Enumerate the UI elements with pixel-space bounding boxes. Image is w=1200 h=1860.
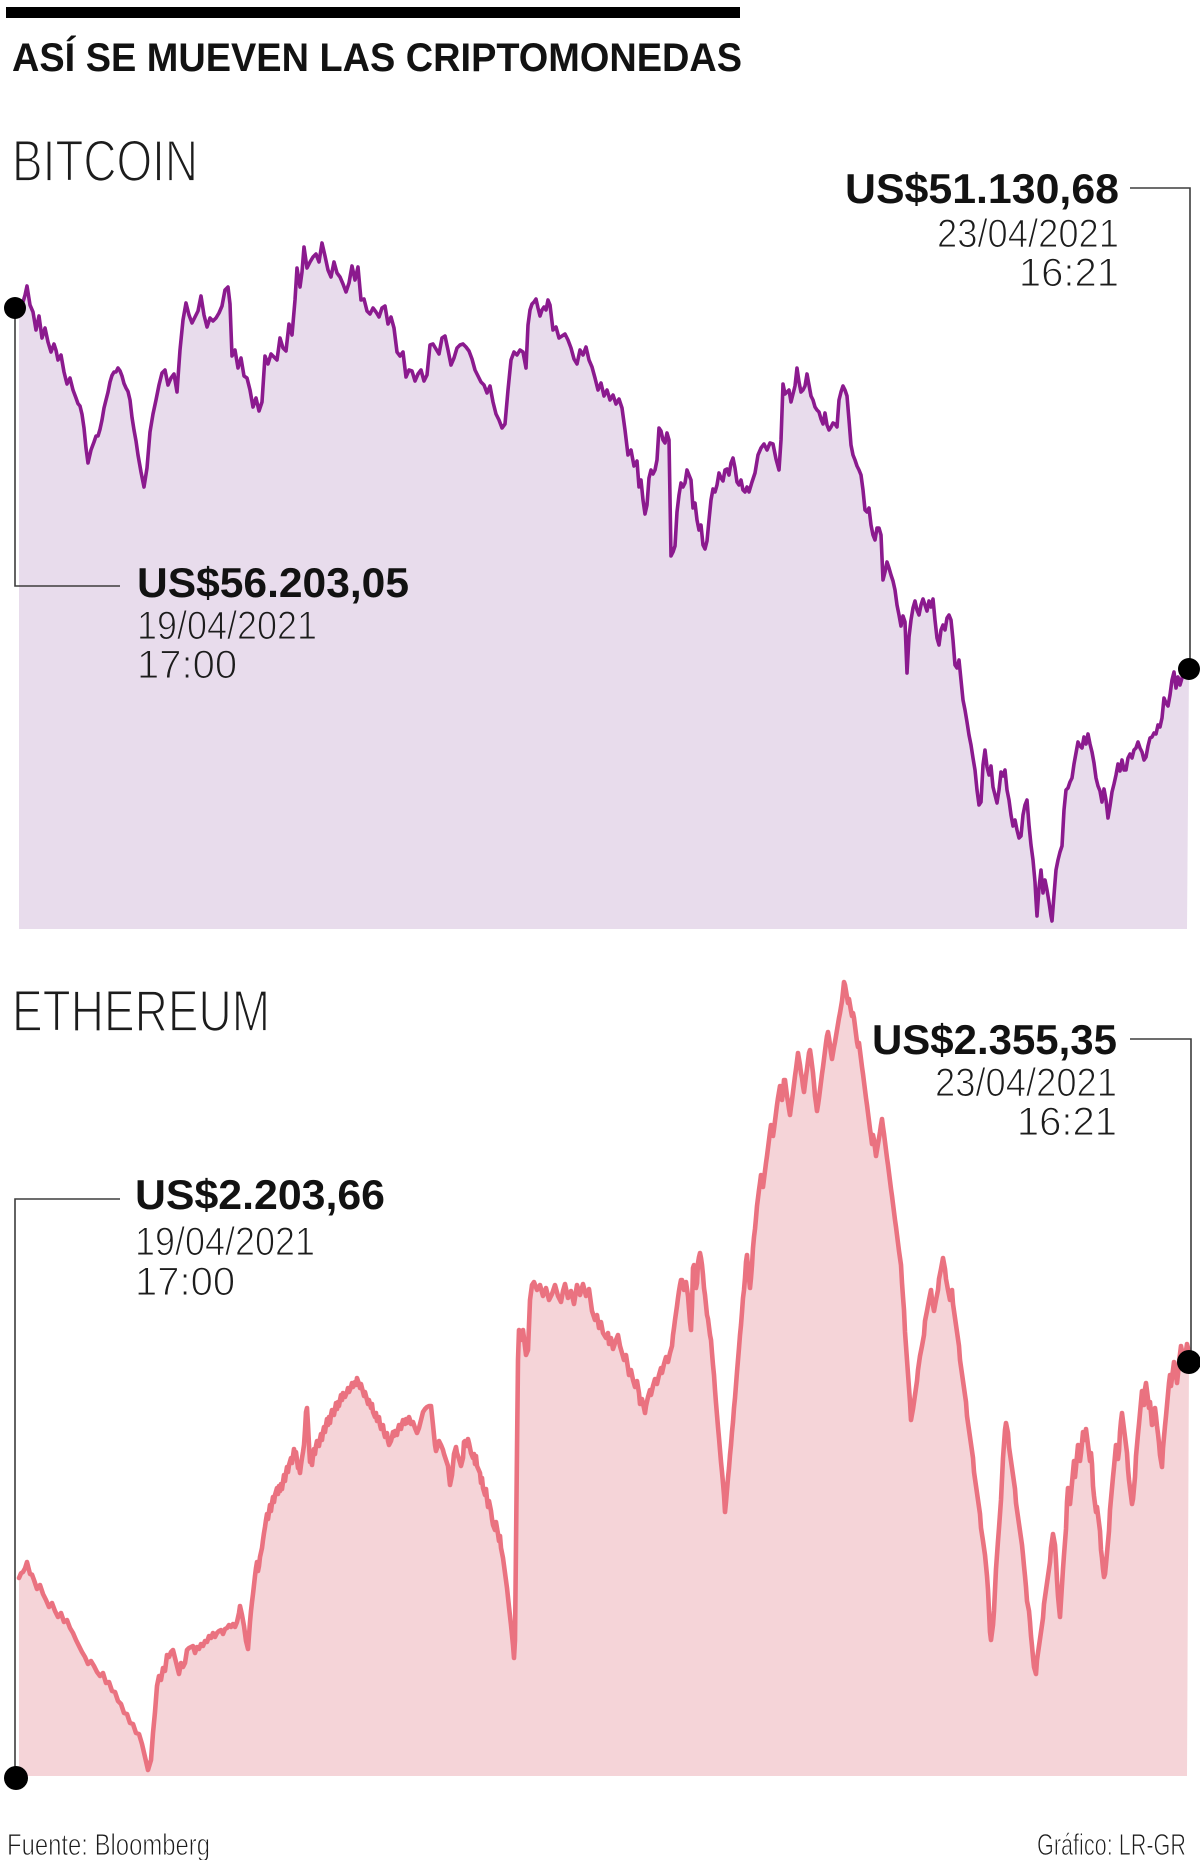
svg-text:ASÍ SE MUEVEN LAS CRIPTOMONEDA: ASÍ SE MUEVEN LAS CRIPTOMONEDAS xyxy=(12,35,742,80)
svg-text:23/04/2021: 23/04/2021 xyxy=(937,212,1119,256)
svg-text:US$2.355,35: US$2.355,35 xyxy=(872,1016,1117,1063)
svg-text:Fuente: Bloomberg: Fuente: Bloomberg xyxy=(7,1827,210,1860)
svg-text:US$51.130,68: US$51.130,68 xyxy=(845,165,1119,212)
svg-text:19/04/2021: 19/04/2021 xyxy=(135,1220,315,1264)
svg-text:BITCOIN: BITCOIN xyxy=(12,129,198,194)
svg-text:17:00: 17:00 xyxy=(135,1260,235,1304)
svg-text:Gráfico: LR-GR: Gráfico: LR-GR xyxy=(1037,1827,1186,1860)
svg-text:16:21: 16:21 xyxy=(1019,251,1119,295)
svg-text:19/04/2021: 19/04/2021 xyxy=(137,604,317,648)
svg-text:23/04/2021: 23/04/2021 xyxy=(935,1061,1117,1105)
svg-text:ETHEREUM: ETHEREUM xyxy=(12,979,270,1044)
svg-text:US$2.203,66: US$2.203,66 xyxy=(135,1171,385,1218)
svg-text:16:21: 16:21 xyxy=(1017,1100,1117,1144)
svg-text:17:00: 17:00 xyxy=(137,643,237,687)
svg-text:US$56.203,05: US$56.203,05 xyxy=(137,559,409,606)
